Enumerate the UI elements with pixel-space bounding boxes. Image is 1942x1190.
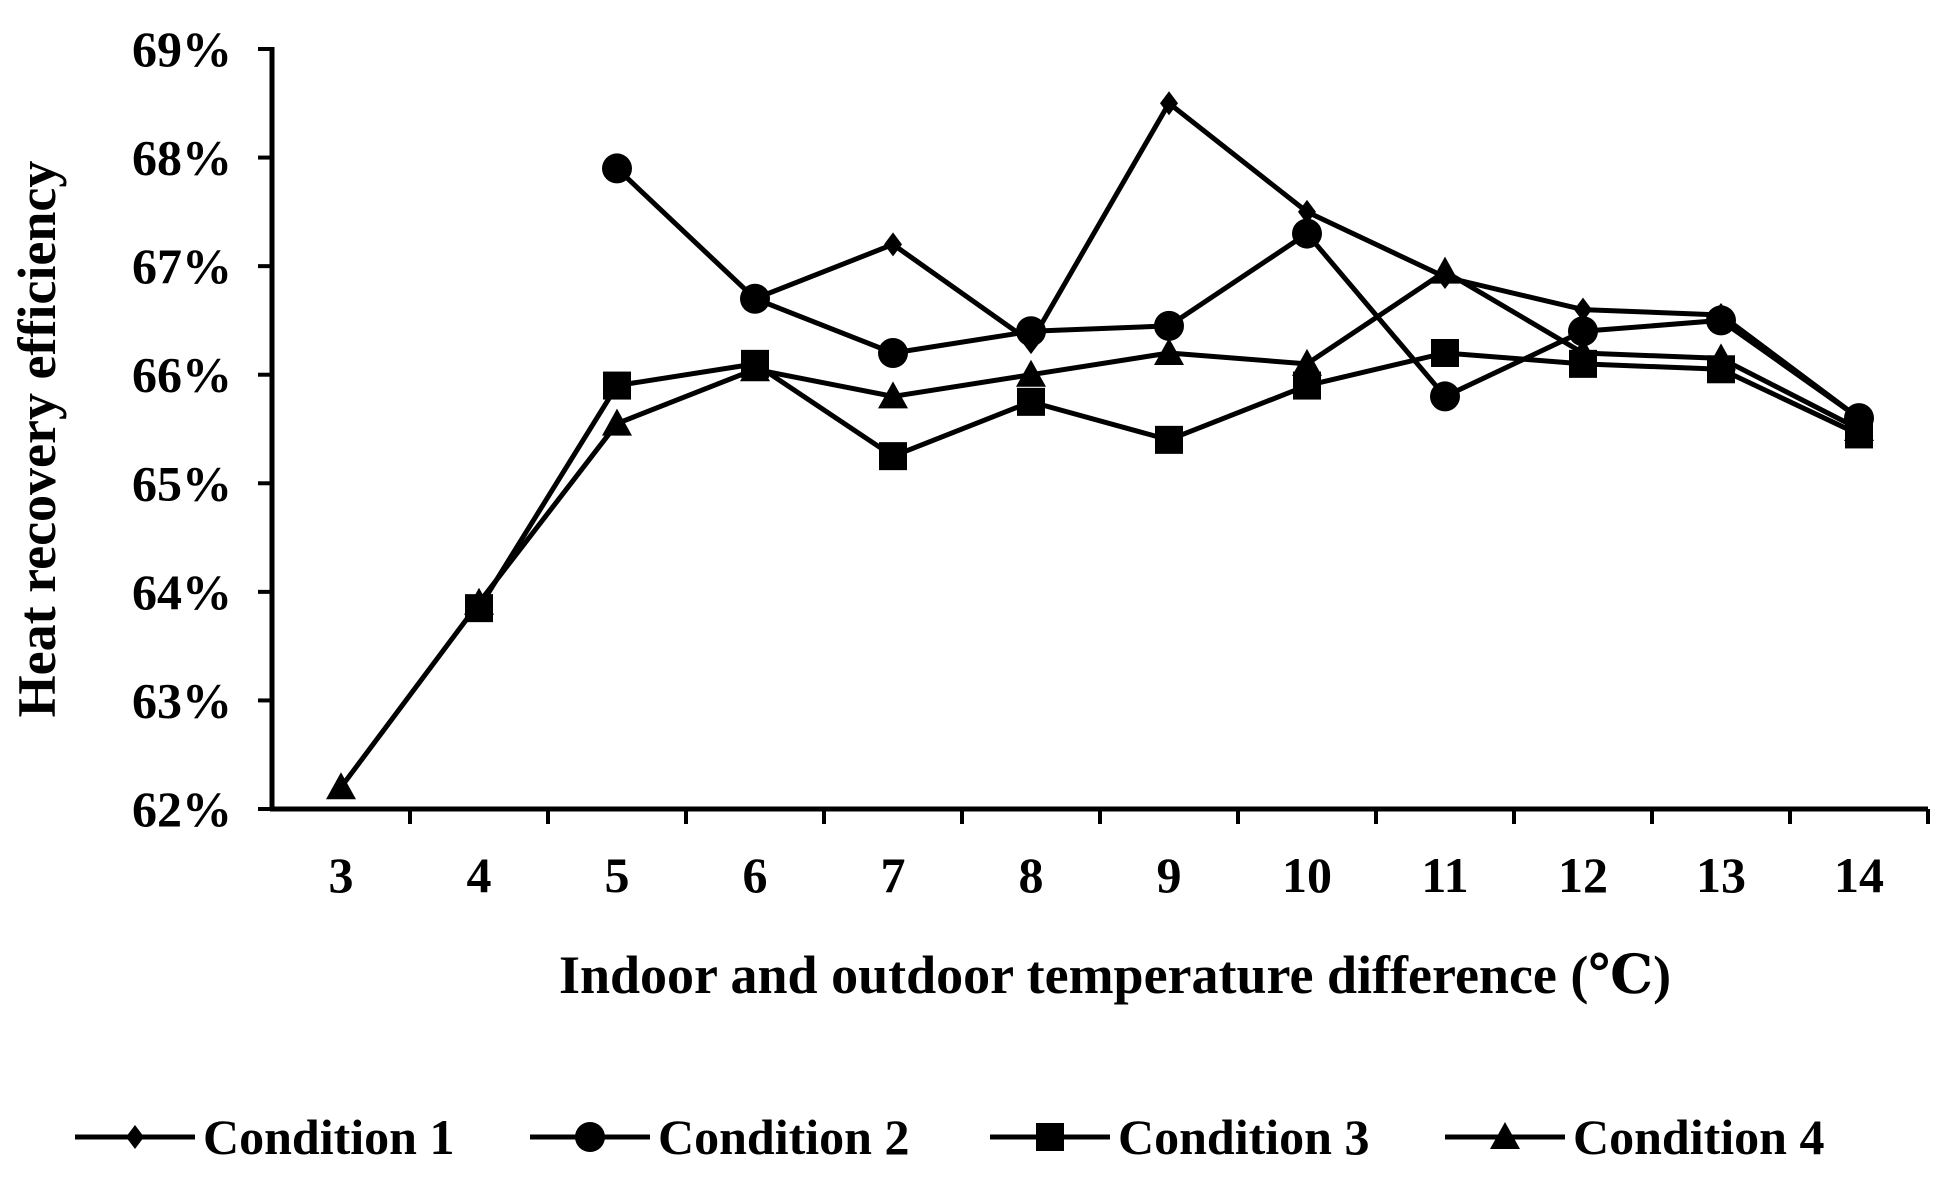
data-point xyxy=(1154,310,1184,341)
legend-item-condition-1: Condition 1 xyxy=(75,1109,454,1165)
data-point xyxy=(602,153,632,184)
data-point xyxy=(603,371,631,400)
data-point xyxy=(1160,91,1178,116)
series-line xyxy=(476,350,1861,610)
x-tick-label: 12 xyxy=(1558,847,1608,903)
series-line xyxy=(338,269,1861,789)
x-tick-label: 11 xyxy=(1421,847,1468,903)
series-layer xyxy=(326,91,1874,800)
data-point xyxy=(1016,359,1046,387)
y-tick-label: 67% xyxy=(132,238,232,294)
data-point xyxy=(464,587,494,615)
x-tick-label: 7 xyxy=(881,847,906,903)
series-condition-2 xyxy=(602,153,1874,434)
x-tick-label: 8 xyxy=(1019,847,1044,903)
series-condition-4 xyxy=(326,256,1874,800)
x-tick-label: 6 xyxy=(743,847,768,903)
data-point xyxy=(1017,387,1045,416)
y-axis-title: Heat recovery efficiency xyxy=(7,161,67,718)
data-point xyxy=(1292,348,1322,376)
x-tick-label: 14 xyxy=(1834,847,1884,903)
data-point xyxy=(1431,339,1459,367)
legend-item-condition-3: Condition 3 xyxy=(990,1109,1369,1165)
data-point xyxy=(1430,256,1460,284)
y-axis-ticks: 62% 63% 64% 65% 66% 67% 68% 69% xyxy=(132,21,272,837)
x-axis-ticks: 3 4 5 6 7 8 9 10 11 12 13 14 xyxy=(329,809,1930,903)
y-tick-label: 62% xyxy=(132,781,232,837)
x-axis-title: Indoor and outdoor temperature differenc… xyxy=(559,945,1671,1005)
data-point xyxy=(1292,218,1322,249)
data-point xyxy=(740,354,770,382)
legend-marker xyxy=(1036,1123,1064,1151)
legend-item-condition-2: Condition 2 xyxy=(530,1109,909,1165)
y-tick-label: 63% xyxy=(132,672,232,728)
y-tick-label: 64% xyxy=(132,564,232,620)
x-tick-label: 3 xyxy=(329,847,354,903)
legend-label: Condition 4 xyxy=(1573,1109,1824,1165)
data-point xyxy=(884,232,902,257)
data-point xyxy=(1706,343,1736,371)
x-tick-label: 4 xyxy=(467,847,492,903)
x-tick-label: 10 xyxy=(1282,847,1332,903)
data-point xyxy=(1844,414,1874,441)
y-tick-label: 66% xyxy=(132,347,232,403)
y-tick-label: 68% xyxy=(132,130,232,186)
legend-label: Condition 1 xyxy=(203,1109,454,1165)
y-tick-label: 65% xyxy=(132,455,232,511)
legend-marker xyxy=(126,1125,144,1149)
data-point xyxy=(1574,297,1592,322)
legend-marker xyxy=(1490,1122,1520,1149)
data-point xyxy=(602,408,632,436)
data-point xyxy=(1154,338,1184,365)
data-point xyxy=(879,442,907,471)
data-point xyxy=(1155,425,1183,454)
data-point xyxy=(878,381,908,409)
data-point xyxy=(1568,316,1598,347)
legend-label: Condition 3 xyxy=(1118,1109,1369,1165)
y-tick-label: 69% xyxy=(132,21,232,77)
x-tick-label: 13 xyxy=(1696,847,1746,903)
legend-marker xyxy=(575,1122,605,1152)
legend-label: Condition 2 xyxy=(658,1109,909,1165)
legend: Condition 1 Condition 2 Condition 3 Conditi… xyxy=(75,1109,1824,1165)
data-point xyxy=(1016,316,1046,347)
series-condition-3 xyxy=(465,339,1873,623)
data-point xyxy=(1298,199,1316,224)
x-tick-label: 5 xyxy=(605,847,630,903)
x-tick-label: 9 xyxy=(1157,847,1182,903)
data-point xyxy=(326,772,356,800)
data-point xyxy=(1568,338,1598,365)
series-line xyxy=(615,166,1861,421)
data-point xyxy=(1430,381,1460,412)
data-point xyxy=(740,283,770,314)
data-point xyxy=(878,338,908,368)
legend-item-condition-4: Condition 4 xyxy=(1445,1109,1824,1165)
data-point xyxy=(1293,371,1321,400)
data-point xyxy=(1706,305,1736,336)
